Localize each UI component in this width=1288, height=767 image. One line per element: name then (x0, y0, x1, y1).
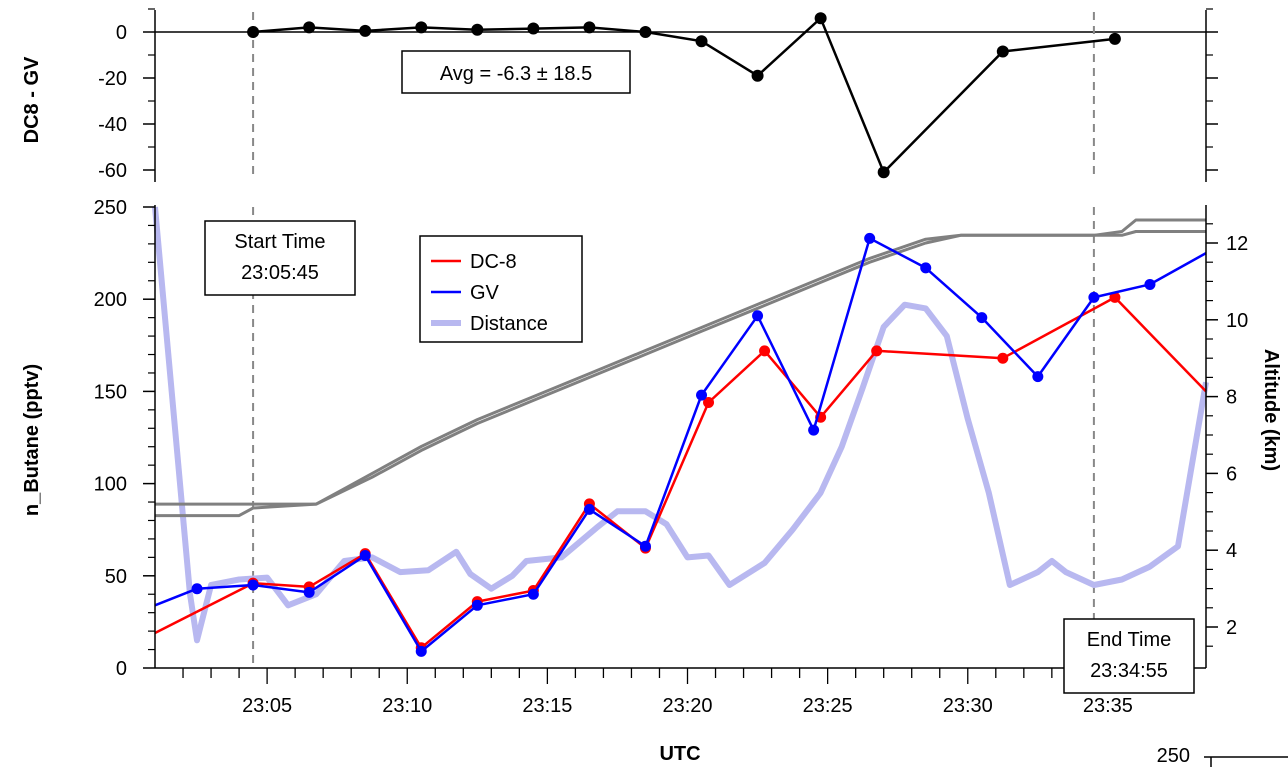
gv-point (247, 579, 259, 591)
end-time-box: End Time 23:34:55 (1063, 618, 1195, 694)
x-tick-label: 23:30 (943, 695, 993, 717)
x-tick-label: 23:20 (662, 695, 712, 717)
difference-point (639, 26, 652, 38)
gv-point (920, 262, 932, 274)
top-y-ticks: 0 -20 -40 -60 (98, 8, 1218, 182)
y-tick-label: 200 (94, 289, 127, 311)
y2-tick-label: 10 (1226, 310, 1248, 332)
dc8-point (997, 352, 1009, 364)
gv-point (471, 599, 483, 611)
gv-point (696, 389, 708, 401)
x-axis-title: UTC (659, 743, 700, 765)
difference-point (415, 21, 428, 34)
bottom-panel: 0 50 100 150 200 250 2 4 6 8 10 12 23:05 23:10 23:15… (21, 197, 1282, 765)
difference-point (814, 12, 827, 25)
legend-label-distance: Distance (470, 313, 548, 335)
gv-point (864, 232, 876, 244)
y2-tick-label: 12 (1226, 233, 1248, 255)
gv-line (154, 237, 1207, 653)
start-time-value: 23:05:45 (241, 262, 319, 284)
y-tick-label: 50 (105, 566, 127, 588)
difference-series (247, 12, 1121, 179)
y2-tick-label: 6 (1226, 463, 1237, 485)
left-y-axis-title: n_Butane (pptv) (21, 364, 43, 516)
difference-point (247, 26, 260, 38)
y2-tick-label: 2 (1226, 617, 1237, 639)
x-tick-label: 23:10 (382, 695, 432, 717)
gv-point (752, 310, 764, 322)
difference-point (996, 45, 1009, 58)
gv-point (808, 424, 820, 436)
distance-line (152, 206, 1209, 644)
gv-point (1088, 291, 1100, 303)
difference-point (359, 24, 372, 37)
top-start-end-lines (252, 12, 1095, 180)
gv-point (583, 503, 595, 515)
top-y-tick-label: -60 (98, 160, 127, 182)
start-time-box: Start Time 23:05:45 (204, 220, 356, 296)
difference-point (877, 166, 890, 179)
x-tick-label: 23:35 (1083, 695, 1133, 717)
x-tick-label: 23:15 (522, 695, 572, 717)
y-tick-label: 100 (94, 474, 127, 496)
right-y-ticks: 2 4 6 8 10 12 (1206, 223, 1248, 647)
bottom-series (152, 206, 1209, 657)
legend: DC-8 GV Distance (419, 235, 583, 343)
x-tick-label: 23:05 (242, 695, 292, 717)
right-y-axis-title: Altitude (km) (1260, 349, 1282, 471)
difference-point (1108, 32, 1121, 45)
gv-point (527, 588, 539, 600)
gv-point (415, 645, 427, 657)
difference-point (583, 21, 596, 34)
difference-point (751, 69, 764, 82)
difference-point (303, 21, 316, 34)
dc8-point (759, 345, 771, 357)
gv-point (303, 586, 315, 598)
end-time-value: 23:34:55 (1090, 660, 1168, 682)
start-time-title: Start Time (234, 231, 325, 253)
y-tick-label: 150 (94, 381, 127, 403)
altitude-line (155, 230, 1206, 518)
y-tick-label: 250 (94, 197, 127, 219)
y2-tick-label: 4 (1226, 540, 1237, 562)
top-y-tick-label: -40 (98, 114, 127, 136)
difference-point (695, 35, 708, 48)
y2-tick-label: 8 (1226, 387, 1237, 409)
legend-label-dc8: DC-8 (470, 251, 517, 273)
gv-point (359, 550, 371, 562)
dc8-point (1109, 291, 1121, 303)
gv-point (976, 312, 988, 324)
legend-label-gv: GV (470, 282, 500, 304)
gv-point (639, 540, 651, 552)
dc8-point (703, 396, 715, 408)
top-y-tick-label: -20 (98, 68, 127, 90)
avg-box: Avg = -6.3 ± 18.5 (401, 50, 631, 94)
top-y-tick-label: 0 (116, 22, 127, 44)
gv-point (1032, 371, 1044, 383)
partial-panel: 250 (1157, 745, 1288, 767)
dc8-point (871, 345, 883, 357)
partial-y-tick-label: 250 (1157, 745, 1190, 767)
difference-point (471, 23, 484, 36)
dc8-line (154, 296, 1207, 649)
left-y-ticks: 0 50 100 150 200 250 (94, 197, 155, 680)
top-panel: 0 -20 -40 -60 Avg = -6.3 ± 18.5 DC8 - GV (21, 8, 1218, 182)
avg-annotation: Avg = -6.3 ± 18.5 (440, 63, 592, 85)
top-y-axis-title: DC8 - GV (21, 56, 43, 143)
difference-line (252, 16, 1116, 175)
end-time-title: End Time (1087, 629, 1171, 651)
gv-point (191, 583, 203, 595)
difference-point (527, 22, 540, 35)
gv-point (1144, 278, 1156, 290)
y-tick-label: 0 (116, 658, 127, 680)
x-tick-label: 23:25 (803, 695, 853, 717)
